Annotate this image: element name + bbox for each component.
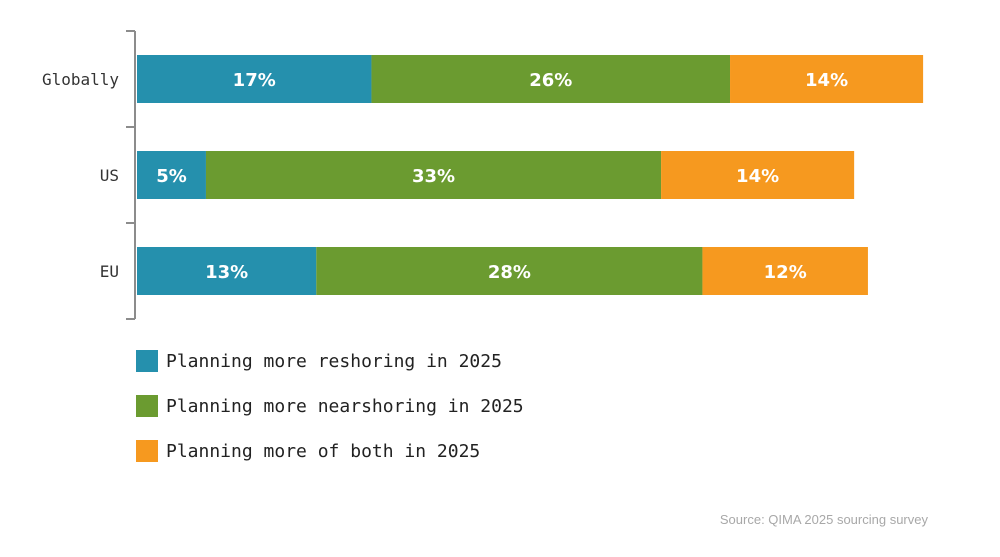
legend-swatch-both xyxy=(136,440,158,462)
bars: 17% 26% 14% 5% 33% 14% 13% 28% 12% xyxy=(137,55,924,295)
bar-value-label: 12% xyxy=(764,262,807,283)
legend-label-both: Planning more of both in 2025 xyxy=(166,440,481,462)
bar-segment xyxy=(205,151,662,199)
category-labels: Globally US EU xyxy=(42,70,119,281)
bar-segment xyxy=(137,247,317,295)
bar-segment xyxy=(730,55,924,103)
category-label: EU xyxy=(100,262,119,281)
bar-segment xyxy=(137,55,372,103)
bar-value-label: 28% xyxy=(488,262,531,283)
bar-value-label: 17% xyxy=(233,70,276,91)
legend-swatch-reshoring xyxy=(136,350,158,372)
bar-segment xyxy=(316,247,703,295)
bar-value-label: 5% xyxy=(156,166,187,187)
bar-segment xyxy=(661,151,855,199)
category-label: US xyxy=(100,166,119,185)
legend-label-reshoring: Planning more reshoring in 2025 xyxy=(166,350,502,372)
bar-segment xyxy=(702,247,868,295)
legend-item-reshoring: Planning more reshoring in 2025 xyxy=(136,350,524,372)
legend-label-nearshoring: Planning more nearshoring in 2025 xyxy=(166,395,524,417)
category-label: Globally xyxy=(42,70,119,89)
source-note: Source: QIMA 2025 sourcing survey xyxy=(719,512,928,527)
legend-item-nearshoring: Planning more nearshoring in 2025 xyxy=(136,395,524,417)
legend: Planning more reshoring in 2025 Planning… xyxy=(136,350,524,485)
bar-value-label: 26% xyxy=(529,70,572,91)
bar-value-label: 33% xyxy=(412,166,455,187)
category-axis xyxy=(126,30,136,320)
bar-value-label: 14% xyxy=(805,70,848,91)
legend-item-both: Planning more of both in 2025 xyxy=(136,440,524,462)
bar-segment xyxy=(137,151,206,199)
bar-value-label: 13% xyxy=(205,262,248,283)
legend-swatch-nearshoring xyxy=(136,395,158,417)
bar-value-label: 14% xyxy=(736,166,779,187)
bar-segment xyxy=(371,55,731,103)
